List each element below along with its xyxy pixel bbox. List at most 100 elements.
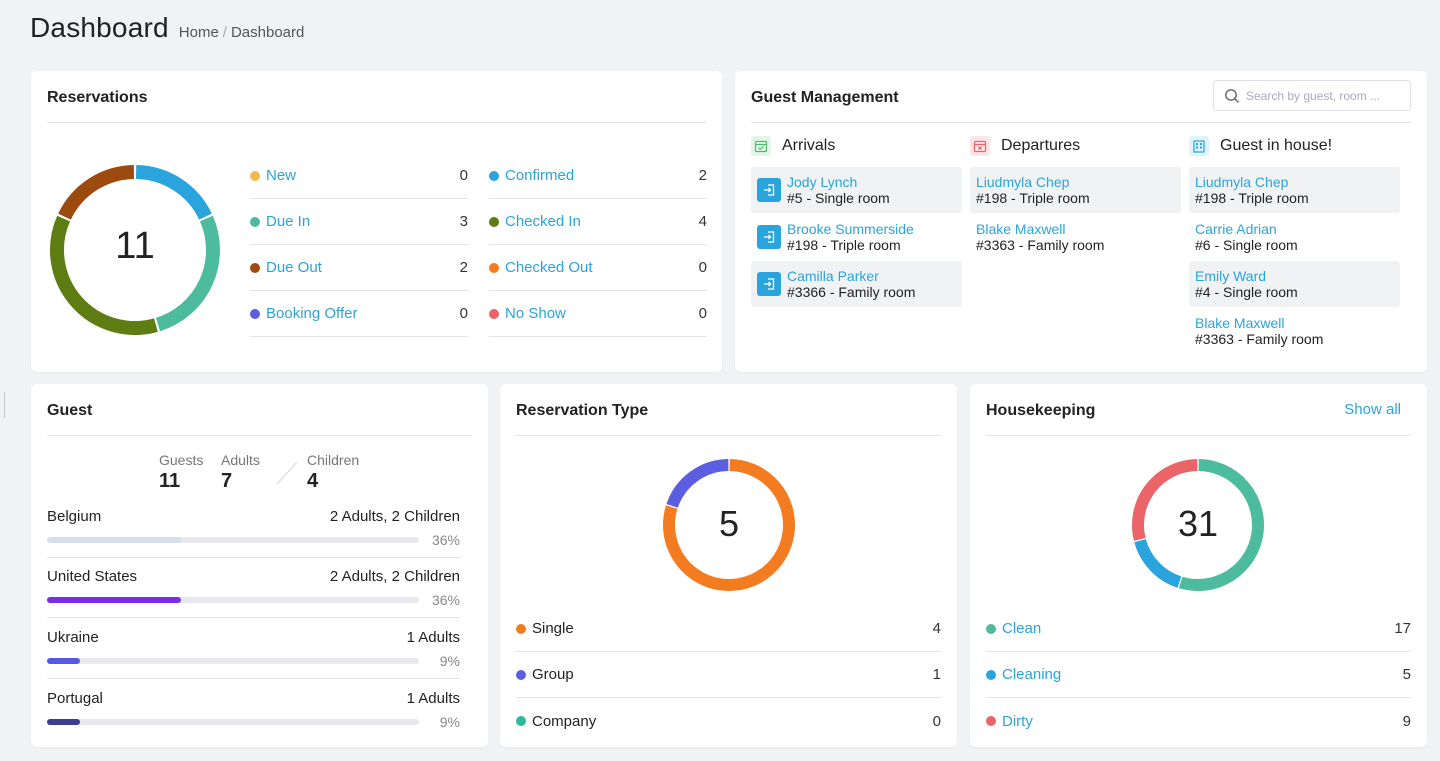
legend-row-single[interactable]: Single 4 (516, 606, 941, 652)
guest-name-link[interactable]: Emily Ward (1195, 267, 1267, 284)
stat-label[interactable]: Due In (250, 213, 310, 230)
legend-dot (986, 623, 996, 634)
guest-name-link[interactable]: Jody Lynch (787, 173, 858, 190)
breadcrumb-home[interactable]: Home (178, 24, 219, 41)
legend-label-text[interactable]: Clean (1002, 620, 1042, 637)
check-in-icon[interactable] (757, 272, 781, 296)
stat-label-text[interactable]: Due Out (266, 259, 322, 276)
stat-label-text[interactable]: Booking Offer (266, 305, 358, 322)
page-title: Dashboard (30, 12, 169, 43)
housekeeping-segment-clean (1178, 459, 1264, 591)
legend-label-text[interactable]: Single (532, 620, 574, 637)
stat-row-checked-out[interactable]: Checked Out 0 (489, 245, 707, 291)
guest-name-link[interactable]: Liudmyla Chep (976, 173, 1070, 190)
legend-value: 0 (932, 712, 941, 730)
gm-item-text: Blake Maxwell #3363 - Family room (976, 221, 1104, 254)
show-all-link[interactable]: Show all (1344, 401, 1401, 418)
stat-row-confirmed[interactable]: Confirmed 2 (489, 153, 707, 199)
divider (47, 122, 706, 123)
stat-label[interactable]: Booking Offer (250, 305, 357, 322)
gm-guest-item[interactable]: Emily Ward #4 - Single room (1189, 261, 1400, 307)
stat-row-no-show[interactable]: No Show 0 (489, 291, 707, 337)
country-bar: 9% (47, 653, 460, 669)
reservation-type-legend: Single 4 Group 1 Company 0 (516, 606, 941, 744)
legend-row-clean[interactable]: Clean 17 (986, 606, 1411, 652)
legend-label[interactable]: Dirty (986, 713, 1033, 730)
legend-row-dirty[interactable]: Dirty 9 (986, 698, 1411, 744)
guest-name-link[interactable]: Camilla Parker (787, 267, 879, 284)
gm-guest-item[interactable]: Camilla Parker #3366 - Family room (751, 261, 962, 307)
breadcrumb: Home / Dashboard (178, 24, 305, 41)
stat-label-text[interactable]: Checked In (505, 213, 581, 230)
check-in-icon[interactable] (757, 225, 781, 249)
gm-guest-item[interactable]: Jody Lynch #5 - Single room (751, 167, 962, 213)
gm-guest-item[interactable]: Blake Maxwell #3363 - Family room (1189, 308, 1400, 354)
legend-row-group[interactable]: Group 1 (516, 652, 941, 698)
legend-label[interactable]: Group (516, 666, 574, 683)
country-row-top: Belgium 2 Adults, 2 Children (47, 508, 460, 525)
country-bar: 36% (47, 592, 460, 608)
guest-name-link[interactable]: Liudmyla Chep (1195, 173, 1289, 190)
country-name: Ukraine (47, 629, 99, 646)
guest-room: #198 - Triple room (787, 236, 901, 253)
country-detail: 2 Adults, 2 Children (329, 508, 460, 525)
stat-label[interactable]: No Show (489, 305, 566, 322)
guest-search[interactable] (1213, 80, 1411, 111)
stat-row-booking-offer[interactable]: Booking Offer 0 (250, 291, 468, 337)
divider (47, 678, 460, 679)
stat-label-text[interactable]: Confirmed (505, 167, 575, 184)
stat-label[interactable]: Checked In (489, 213, 581, 230)
legend-label[interactable]: Clean (986, 620, 1041, 637)
country-percent: 36% (431, 592, 460, 608)
stat-label[interactable]: Confirmed (489, 167, 574, 184)
guest-name-link[interactable]: Brooke Summerside (787, 220, 914, 237)
legend-label-text[interactable]: Group (532, 666, 574, 683)
status-dot (489, 216, 499, 227)
gm-item-text: Blake Maxwell #3363 - Family room (1195, 315, 1323, 348)
page-header: Dashboard Home / Dashboard (30, 12, 304, 44)
legend-label[interactable]: Single (516, 620, 574, 637)
gm-guest-item[interactable]: Brooke Summerside #198 - Triple room (751, 214, 962, 260)
guest-card: Guest Guests 11 Adults 7 Children 4 Belg… (31, 384, 488, 747)
gm-guest-item[interactable]: Liudmyla Chep #198 - Triple room (1189, 167, 1400, 213)
search-input[interactable] (1246, 88, 1406, 103)
guest-name-link[interactable]: Blake Maxwell (976, 220, 1066, 237)
stat-label[interactable]: Due Out (250, 259, 322, 276)
stat-label-text[interactable]: No Show (505, 305, 566, 322)
reservation-type-donut (663, 459, 795, 591)
legend-label[interactable]: Cleaning (986, 666, 1061, 683)
stat-row-new[interactable]: New 0 (250, 153, 468, 199)
stat-label[interactable]: New (250, 167, 296, 184)
gm-guest-item[interactable]: Carrie Adrian #6 - Single room (1189, 214, 1400, 260)
children-count: Children 4 (307, 452, 360, 492)
legend-label-text[interactable]: Dirty (1002, 712, 1033, 730)
legend-label-text[interactable]: Company (532, 712, 597, 730)
country-detail: 1 Adults (406, 690, 460, 707)
legend-row-company[interactable]: Company 0 (516, 698, 941, 744)
country-percent: 9% (439, 714, 460, 730)
legend-row-cleaning[interactable]: Cleaning 5 (986, 652, 1411, 698)
stat-row-due-in[interactable]: Due In 3 (250, 199, 468, 245)
stat-row-checked-in[interactable]: Checked In 4 (489, 199, 707, 245)
gm-column-header: Departures (970, 135, 1181, 157)
guest-room: #198 - Triple room (1195, 189, 1309, 206)
progress-fill (47, 597, 181, 603)
stat-label-text[interactable]: Due In (266, 213, 311, 230)
guest-name-link[interactable]: Carrie Adrian (1195, 220, 1277, 237)
stat-label-text[interactable]: Checked Out (505, 259, 593, 276)
stat-row-due-out[interactable]: Due Out 2 (250, 245, 468, 291)
housekeeping-segment-dirty (1132, 459, 1198, 541)
gm-guest-item[interactable]: Liudmyla Chep #198 - Triple room (970, 167, 1181, 213)
stat-label-text[interactable]: New (266, 167, 297, 184)
country-detail: 2 Adults, 2 Children (329, 568, 460, 585)
progress-fill (47, 537, 181, 543)
gm-guest-item[interactable]: Blake Maxwell #3363 - Family room (970, 214, 1181, 260)
housekeeping-title: Housekeeping (986, 402, 1096, 419)
divider (47, 435, 472, 436)
check-in-icon[interactable] (757, 178, 781, 202)
guest-name-link[interactable]: Blake Maxwell (1195, 314, 1285, 331)
stat-label[interactable]: Checked Out (489, 259, 593, 276)
legend-label[interactable]: Company (516, 713, 596, 730)
progress-fill (47, 658, 81, 664)
legend-label-text[interactable]: Cleaning (1002, 666, 1062, 683)
